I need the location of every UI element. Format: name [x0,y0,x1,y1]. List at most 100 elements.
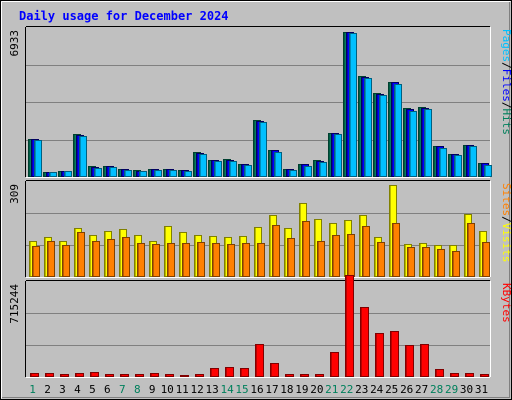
bar-pages-day-6 [109,167,117,177]
legend-separator: / [500,216,512,223]
bar-sites-day-24 [377,242,385,277]
bar-pages-day-19 [304,166,312,177]
bar-kbytes-day-10 [165,374,174,377]
day-label-11: 11 [176,383,189,396]
bar-sites-day-19 [302,221,310,277]
bar-kbytes-day-29 [450,373,459,377]
bar-kbytes-day-14 [225,367,234,377]
bar-kbytes-day-18 [285,374,294,377]
bar-kbytes-day-21 [330,352,339,377]
bar-sites-day-29 [452,251,460,277]
day-label-25: 25 [385,383,398,396]
bar-sites-day-31 [482,242,490,277]
bar-sites-day-14 [227,244,235,277]
bar-pages-day-28 [439,148,447,177]
legend-separator: / [500,102,512,109]
legend-kbytes: KBytes [500,283,512,323]
day-label-24: 24 [370,383,384,396]
bar-sites-day-4 [77,232,85,277]
bar-pages-day-14 [229,161,237,177]
day-label-16: 16 [250,383,263,396]
bar-kbytes-day-3 [60,374,69,377]
panel-legend: Pages/Files/Hits [500,29,512,135]
bar-pages-day-5 [94,168,102,177]
bar-kbytes-day-2 [45,373,54,377]
bar-pages-day-16 [259,122,267,177]
bar-pages-day-18 [289,170,297,177]
day-label-18: 18 [280,383,293,396]
bar-sites-day-17 [272,225,280,277]
legend-visits: Visits [500,223,512,263]
bar-pages-day-29 [454,155,462,177]
bar-sites-day-16 [257,243,265,277]
bar-sites-day-6 [107,239,115,277]
bar-sites-day-1 [32,246,40,277]
bar-pages-day-31 [484,165,492,177]
day-label-6: 6 [104,383,111,396]
day-label-2: 2 [44,383,51,396]
bar-sites-day-2 [47,241,55,277]
day-label-12: 12 [190,383,203,396]
bar-sites-day-8 [137,243,145,277]
bar-sites-day-5 [92,241,100,277]
bar-kbytes-day-11 [180,375,189,377]
day-label-20: 20 [310,383,323,396]
bar-pages-day-26 [409,111,417,177]
bar-kbytes-day-12 [195,374,204,377]
panel-legend: KBytes [500,283,512,323]
bar-kbytes-day-25 [390,331,399,377]
bar-pages-day-20 [319,162,327,177]
legend-hits: Hits [500,109,512,136]
day-label-9: 9 [149,383,156,396]
panel-scale-label: 715244 [8,284,21,324]
bar-kbytes-day-19 [300,374,309,377]
day-label-8: 8 [134,383,141,396]
chart-title: Daily usage for December 2024 [19,9,229,23]
day-label-27: 27 [415,383,428,396]
bar-sites-day-28 [437,249,445,277]
day-label-7: 7 [119,383,126,396]
panel-3: 715244 KBytes [8,275,512,378]
bar-sites-day-12 [197,242,205,277]
bar-pages-day-9 [154,170,162,177]
bar-pages-day-27 [424,109,432,177]
legend-separator: / [500,62,512,69]
bar-kbytes-day-27 [420,344,429,377]
bar-kbytes-day-9 [150,373,159,377]
panel-scale-label: 6933 [8,30,21,57]
bar-pages-day-30 [469,146,477,177]
bar-kbytes-day-4 [75,373,84,377]
day-label-10: 10 [161,383,174,396]
bar-pages-day-7 [124,170,132,177]
panel-2: 309 Sites/Visits [8,180,512,278]
bar-sites-day-9 [152,244,160,277]
bar-sites-day-7 [122,237,130,277]
panel-scale-label: 309 [8,184,21,204]
panel-legend: Sites/Visits [500,183,512,263]
bar-pages-day-13 [214,161,222,177]
bar-kbytes-day-23 [360,307,369,377]
day-label-30: 30 [460,383,473,396]
day-label-1: 1 [29,383,36,396]
bar-pages-day-4 [79,136,87,177]
bar-sites-day-11 [182,243,190,277]
day-label-4: 4 [74,383,81,396]
day-label-22: 22 [340,383,353,396]
bar-pages-day-11 [184,171,192,177]
bar-kbytes-day-16 [255,344,264,377]
bar-pages-day-1 [34,140,42,177]
bar-pages-day-2 [49,172,57,177]
day-label-31: 31 [475,383,488,396]
bar-kbytes-day-26 [405,345,414,377]
panel-1: 6933 Pages/Files/Hits [8,26,512,178]
legend-sites: Sites [500,183,512,216]
day-label-3: 3 [59,383,66,396]
bar-pages-day-23 [364,78,372,177]
day-label-13: 13 [205,383,218,396]
bar-kbytes-day-31 [480,374,489,377]
bar-sites-day-25 [392,223,400,277]
bar-sites-day-10 [167,243,175,277]
day-label-26: 26 [400,383,413,396]
